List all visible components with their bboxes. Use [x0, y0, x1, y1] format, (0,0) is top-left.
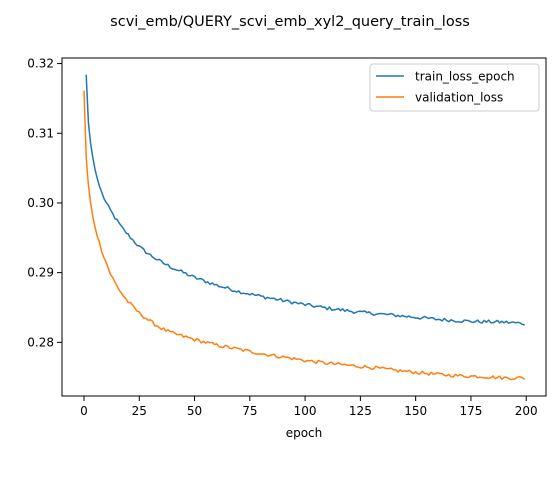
y-tick-label: 0.28 [27, 335, 54, 349]
plot-area [61, 57, 547, 397]
x-axis-label: epoch [286, 426, 323, 440]
x-tick-label: 25 [132, 404, 147, 418]
x-tick-label: 175 [459, 404, 482, 418]
legend-frame [369, 63, 540, 112]
y-tick-label: 0.30 [27, 196, 54, 210]
series-layer [83, 74, 526, 381]
legend: train_loss_epoch validation_loss [369, 63, 540, 112]
series-line-validation-loss [83, 90, 526, 381]
x-tick-label: 75 [242, 404, 257, 418]
x-axis: 0 25 50 75 100 125 150 175 200 [80, 396, 538, 418]
x-tick-label: 0 [80, 404, 88, 418]
y-tick-label: 0.31 [27, 126, 54, 140]
x-tick-label: 100 [294, 404, 317, 418]
x-tick-label: 125 [349, 404, 372, 418]
series-line-train-loss-epoch [85, 74, 525, 326]
x-tick-label: 200 [515, 404, 538, 418]
y-tick-label: 0.32 [27, 57, 54, 71]
legend-label-train-loss-epoch: train_loss_epoch [415, 70, 515, 84]
chart-title: scvi_emb/QUERY_scvi_emb_xyl2_query_train… [110, 14, 470, 30]
x-tick-label: 50 [187, 404, 202, 418]
y-tick-label: 0.29 [27, 266, 54, 280]
y-axis: 0.28 0.29 0.30 0.31 0.32 [27, 57, 62, 349]
legend-label-validation-loss: validation_loss [415, 91, 503, 105]
x-tick-label: 150 [404, 404, 427, 418]
